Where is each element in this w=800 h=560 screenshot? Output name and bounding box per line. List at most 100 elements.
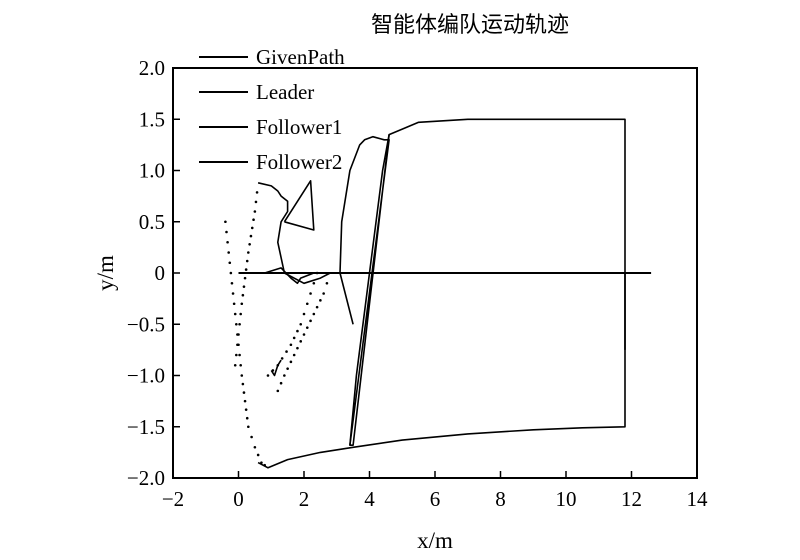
trajectory-dot — [247, 425, 250, 429]
trajectory-dot — [226, 240, 229, 244]
trajectory-dot — [283, 374, 286, 377]
x-tick-label: 14 — [687, 487, 709, 511]
y-tick-label: 0.5 — [139, 210, 165, 234]
trajectory-dot — [286, 367, 289, 370]
trajectory-dot — [247, 251, 250, 254]
trajectory-dot — [292, 353, 296, 357]
trajectory-dot — [312, 312, 316, 316]
trajectory-dot — [249, 234, 253, 238]
x-tick-label: 8 — [495, 487, 506, 511]
chart-title: 智能体编队运动轨迹 — [371, 13, 569, 38]
trajectory-dot — [242, 285, 246, 288]
trajectory-dot — [302, 312, 306, 316]
y-tick-label: −1.5 — [127, 415, 165, 439]
trajectory-dot — [289, 343, 293, 347]
trajectory-dot — [243, 276, 247, 280]
trajectory-dot — [276, 389, 280, 393]
x-tick-label: 12 — [621, 487, 642, 511]
trajectory-segment-7 — [224, 220, 267, 467]
trajectory-segment-11 — [270, 359, 282, 377]
trajectory-dot — [250, 435, 253, 439]
trajectory-dot — [245, 416, 249, 420]
trajectory-dot — [233, 363, 237, 367]
trajectory-dot — [230, 281, 234, 285]
trajectory-dot — [279, 381, 283, 385]
trajectory-dot — [238, 353, 241, 357]
trajectory-dot — [227, 251, 230, 254]
trajectory-dot — [232, 302, 236, 306]
trajectory-dot — [254, 200, 258, 204]
legend-label-follower2: Follower2 — [256, 150, 342, 174]
trajectory-segment-5 — [349, 134, 390, 447]
trajectory-dot — [244, 408, 248, 411]
trajectory-dot — [233, 312, 237, 316]
trajectory-dot — [299, 322, 303, 326]
trajectory-dot — [229, 271, 233, 275]
trajectory-dot — [253, 445, 257, 449]
trajectory-dot — [253, 210, 257, 213]
y-tick-label: 1.5 — [139, 107, 165, 131]
trajectory-segment-6 — [339, 135, 390, 325]
x-tick-label: −2 — [162, 487, 184, 511]
series-follower2 — [257, 272, 632, 469]
trajectory-segment-10 — [276, 281, 329, 393]
legend-label-leader: Leader — [256, 80, 314, 104]
trajectory-dot — [224, 220, 227, 224]
trajectory-dot — [309, 292, 312, 295]
y-tick-label: 1.0 — [139, 159, 165, 183]
trajectory-dot — [255, 191, 259, 194]
trajectory-dot — [228, 261, 232, 265]
y-tick-label: −1.0 — [127, 364, 165, 388]
x-tick-label: 4 — [364, 487, 375, 511]
trajectory-dot — [238, 322, 241, 326]
x-tick-label: 10 — [556, 487, 577, 511]
trajectory-dot — [322, 292, 325, 295]
trajectory-dot — [245, 259, 249, 263]
trajectory-dot — [315, 271, 319, 275]
trajectory-dot — [240, 302, 244, 306]
trajectory-dot — [309, 319, 312, 323]
y-tick-label: 0 — [155, 261, 166, 285]
trajectory-dot — [225, 230, 228, 234]
x-tick-label: 0 — [233, 487, 244, 511]
trajectory-dot — [256, 453, 260, 457]
legend-label-givenpath: GivenPath — [256, 45, 345, 69]
trajectory-dot — [296, 346, 299, 350]
trajectory-dot — [241, 293, 245, 297]
trajectory-dot — [239, 363, 242, 367]
trajectory-dot — [289, 360, 293, 364]
y-tick-label: −0.5 — [127, 312, 165, 336]
trajectory-segment-4 — [257, 182, 331, 285]
trajectory-dot — [236, 343, 239, 347]
legend-label-follower1: Follower1 — [256, 115, 342, 139]
trajectory-dot — [240, 374, 244, 377]
x-tick-label: 2 — [299, 487, 310, 511]
trajectory-dot — [235, 353, 238, 357]
trajectory-dot — [305, 302, 309, 306]
trajectory-dot — [250, 226, 254, 230]
trajectory-dot — [285, 350, 288, 353]
trajectory-dot — [319, 299, 322, 302]
trajectory-dot — [237, 333, 240, 336]
trajectory-dot — [299, 340, 303, 343]
x-axis-label: x/m — [417, 528, 453, 553]
y-axis-label: y/m — [93, 255, 118, 291]
trajectory-dot — [280, 357, 284, 360]
trajectory-dot — [244, 268, 248, 271]
series-follower1 — [349, 118, 626, 446]
trajectory-segment-8 — [233, 191, 259, 367]
trajectory-dot — [252, 218, 255, 221]
series-leader — [238, 267, 331, 285]
y-tick-label: −2.0 — [127, 466, 165, 490]
trajectory-dot — [292, 336, 296, 340]
trajectory-dot — [263, 463, 267, 467]
trajectory-dot — [302, 333, 306, 336]
trajectory-dot — [312, 281, 316, 285]
trajectory-segment-9 — [266, 271, 319, 377]
trajectory-dot — [315, 305, 319, 309]
y-tick-label: 2.0 — [139, 56, 165, 80]
trajectory-dot — [231, 292, 235, 295]
x-tick-label: 6 — [430, 487, 441, 511]
trajectory-dot — [260, 461, 263, 464]
